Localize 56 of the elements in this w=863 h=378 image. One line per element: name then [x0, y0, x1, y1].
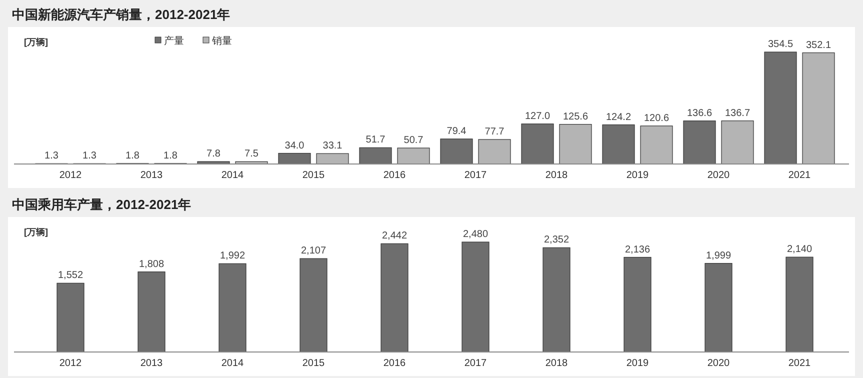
- x-tick-label: 2021: [788, 170, 812, 181]
- x-tick-label: 2013: [140, 170, 164, 181]
- data-label: 352.1: [806, 40, 832, 51]
- x-tick-label: 2020: [707, 170, 730, 181]
- data-label: 79.4: [446, 126, 467, 137]
- x-tick-label: 2016: [383, 358, 406, 369]
- x-tick-label: 2018: [545, 358, 568, 369]
- x-tick-label: 2013: [140, 358, 164, 369]
- x-tick-label: 2016: [383, 170, 406, 181]
- data-label: 127.0: [524, 110, 550, 122]
- data-label: 2,107: [300, 246, 326, 257]
- data-label: 1,992: [220, 250, 246, 262]
- data-label: 33.1: [322, 140, 343, 152]
- data-label: 354.5: [768, 39, 794, 50]
- data-label: 7.5: [244, 148, 259, 160]
- x-tick-label: 2012: [59, 170, 82, 181]
- data-label: 1.8: [126, 150, 140, 162]
- data-label: 2,136: [624, 244, 650, 256]
- x-tick-label: 2020: [707, 358, 730, 369]
- y-axis-title: [万辆]: [24, 227, 48, 237]
- data-label: 1.8: [164, 150, 178, 162]
- x-tick-label: 2015: [302, 170, 326, 181]
- data-label: 51.7: [366, 134, 386, 146]
- data-label: 1,808: [138, 258, 164, 270]
- x-tick-label: 2021: [788, 358, 812, 369]
- x-tick-label: 2014: [221, 358, 244, 369]
- data-label: 77.7: [484, 126, 505, 138]
- data-label: 125.6: [562, 111, 588, 122]
- chart-title: 中国乘用车产量，2012-2021年: [12, 197, 192, 212]
- x-tick-label: 2019: [626, 170, 650, 181]
- x-tick-label: 2017: [464, 358, 488, 369]
- x-tick-label: 2015: [302, 358, 326, 369]
- data-label: 2,480: [462, 229, 488, 240]
- x-tick-label: 2019: [626, 358, 650, 369]
- chart-title: 中国新能源汽车产销量，2012-2021年: [12, 7, 230, 22]
- data-label: 34.0: [284, 140, 305, 152]
- data-label: 1,552: [58, 270, 84, 282]
- x-tick-label: 2017: [464, 170, 488, 181]
- x-tick-label: 2012: [59, 358, 82, 369]
- x-tick-label: 2018: [545, 170, 568, 181]
- data-label: 2,442: [382, 230, 408, 242]
- data-label: 7.8: [206, 148, 221, 160]
- data-label: 1,999: [706, 250, 732, 262]
- legend-label: 销量: [211, 36, 232, 47]
- data-label: 124.2: [606, 112, 632, 123]
- y-axis-title: [万辆]: [24, 37, 48, 47]
- x-tick-label: 2014: [221, 170, 244, 181]
- data-label: 120.6: [644, 112, 670, 124]
- data-label: 2,140: [786, 244, 812, 256]
- legend-label: 产量: [164, 35, 184, 47]
- data-label: 2,352: [544, 234, 570, 246]
- data-label: 136.6: [686, 108, 712, 119]
- data-label: 1.3: [44, 150, 59, 162]
- data-label: 50.7: [404, 134, 424, 146]
- data-label: 136.7: [724, 108, 750, 119]
- data-label: 1.3: [82, 150, 97, 162]
